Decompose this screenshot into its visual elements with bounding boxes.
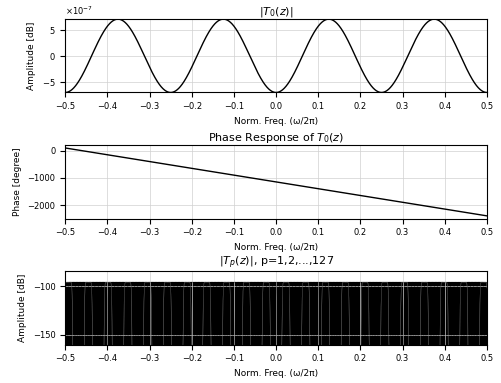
X-axis label: Norm. Freq. (ω/2π): Norm. Freq. (ω/2π)	[233, 117, 318, 126]
X-axis label: Norm. Freq. (ω/2π): Norm. Freq. (ω/2π)	[233, 369, 318, 378]
X-axis label: Norm. Freq. (ω/2π): Norm. Freq. (ω/2π)	[233, 243, 318, 252]
Y-axis label: Amplitude [dB]: Amplitude [dB]	[18, 274, 27, 342]
Title: Phase Response of $T_0(z)$: Phase Response of $T_0(z)$	[207, 131, 344, 145]
Y-axis label: Phase [degree]: Phase [degree]	[13, 147, 22, 216]
Title: $|T_p(z)|$, p=1,2,...,127: $|T_p(z)|$, p=1,2,...,127	[218, 255, 333, 272]
Title: $|T_0(z)|$: $|T_0(z)|$	[259, 5, 293, 19]
Y-axis label: Amplitude [dB]: Amplitude [dB]	[28, 21, 37, 90]
